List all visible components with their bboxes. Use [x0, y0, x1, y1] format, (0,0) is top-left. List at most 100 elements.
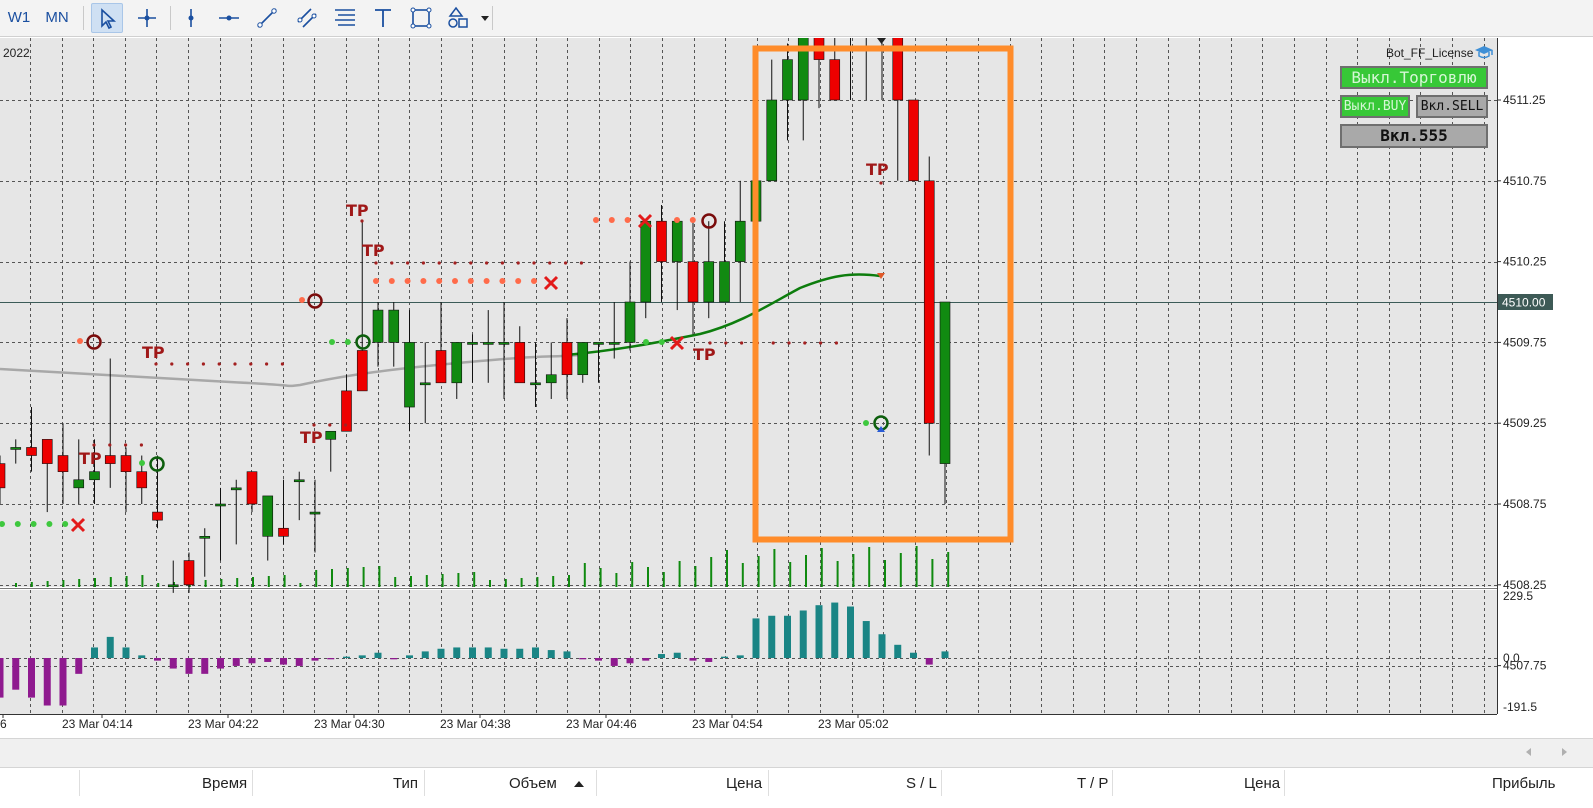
chart-shift-marker-icon: [877, 38, 886, 44]
time-tick-label: 23 Mar 04:22: [188, 717, 259, 731]
bear-candle: [908, 99, 919, 182]
buy-signal-dot: [46, 521, 53, 527]
tp-level-dot: [92, 443, 96, 447]
chevron-left-icon: [1526, 748, 1531, 756]
shapes-tool-button[interactable]: [443, 3, 491, 33]
current-price-tag: [1498, 294, 1553, 310]
bull-candle: [293, 479, 305, 483]
bear-candle: [136, 471, 148, 489]
oscillator-bar-positive: [358, 655, 366, 658]
bull-candle: [782, 59, 793, 101]
bear-candle: [26, 447, 37, 456]
column-header-sl[interactable]: S / L: [906, 775, 937, 792]
horizontal-line-tool-button[interactable]: [213, 3, 245, 33]
bull-candle: [530, 382, 541, 386]
bear-candle: [656, 220, 667, 262]
oscillator-bar-positive: [437, 648, 445, 658]
trade-toggle-button[interactable]: Выкл.Торговлю: [1340, 66, 1488, 89]
crosshair-tool-button[interactable]: [131, 3, 163, 33]
column-header-type[interactable]: Тип: [393, 775, 419, 792]
sell-signal-dot: [467, 278, 474, 284]
column-header-time[interactable]: Время: [202, 775, 248, 792]
oscillator-bar-negative: [43, 658, 51, 706]
tp-level-dot: [201, 362, 205, 366]
cursor-tool-button[interactable]: [91, 3, 123, 33]
sell-signal-dot: [388, 278, 395, 284]
vertical-line-tool-button[interactable]: [175, 3, 207, 33]
tp-level-dot: [819, 341, 823, 345]
bear-candle: [829, 59, 841, 101]
text-tool-button[interactable]: [367, 3, 399, 33]
oscillator-bar-positive: [768, 615, 776, 658]
sell-toggle-button[interactable]: Вкл.SELL: [1416, 95, 1488, 118]
buy-signal-dot: [62, 521, 69, 527]
oscillator-bar-positive: [500, 648, 508, 658]
mode-toggle-button[interactable]: Вкл.555: [1340, 124, 1488, 148]
rectangle-tool-button[interactable]: [405, 3, 437, 33]
tp-label: TP: [362, 241, 385, 260]
price-tick-label: 4511.25: [1503, 93, 1546, 107]
oscillator-bar-positive: [721, 656, 728, 658]
up-arrow-icon: [877, 426, 885, 432]
price-tick-label: 4508.25: [1503, 578, 1547, 592]
bear-candle: [41, 439, 53, 464]
column-header-volume[interactable]: Объем: [509, 775, 557, 792]
column-header-profit[interactable]: Прибыль: [1492, 775, 1556, 792]
timeframe-w1-button[interactable]: W1: [7, 9, 31, 26]
oscillator-bar-negative: [390, 658, 398, 660]
axis-labels: 4512.754512.254511.754511.254510.754510.…: [0, 93, 1547, 731]
time-tick-label: 23 Mar 04:38: [440, 717, 511, 731]
oscillator-bar-positive: [784, 615, 791, 658]
buy-toggle-button[interactable]: Выкл.BUY: [1340, 95, 1410, 118]
bear-candle: [923, 180, 935, 424]
tp-level-dot: [708, 341, 712, 345]
column-header-tp[interactable]: T / P: [1077, 775, 1109, 792]
scroll-arrows[interactable]: [1516, 739, 1576, 767]
stop-loss-cross-icon: [669, 335, 685, 351]
oscillator-bar-negative: [169, 658, 177, 669]
tp-label: TP: [300, 428, 323, 447]
oscillator-bar-negative: [579, 658, 587, 660]
oscillator-bar-negative: [232, 658, 240, 666]
column-header-price[interactable]: Цена: [726, 775, 763, 792]
oscillator-bar-positive: [421, 651, 429, 658]
oscillator-bar-positive: [847, 606, 854, 658]
oscillator-bar-positive: [878, 634, 886, 658]
timeframe-mn-button[interactable]: MN: [45, 9, 69, 26]
tp-level-dot: [771, 341, 775, 345]
graduation-cap-icon: [1475, 46, 1493, 59]
sell-signal-dot: [299, 297, 305, 303]
price-tick-label: 4509.75: [1503, 335, 1547, 349]
column-header-close-price[interactable]: Цена: [1244, 775, 1281, 792]
entry-marker-icon: [86, 334, 102, 350]
fibonacci-tool-button[interactable]: [329, 3, 361, 33]
tp-level-dot: [724, 341, 728, 345]
bull-candle: [372, 309, 384, 343]
tp-level-dot: [485, 261, 489, 265]
trendline-tool-button[interactable]: [251, 3, 283, 33]
bull-candle: [766, 99, 778, 182]
price-tick-label: 4508.75: [1503, 497, 1547, 511]
bull-candle: [262, 495, 274, 537]
tp-level-dot: [787, 341, 791, 345]
shapes-icon: [448, 6, 489, 28]
oscillator-bar-positive: [563, 651, 571, 658]
bear-candle: [687, 261, 699, 303]
bear-candle: [120, 455, 132, 472]
oscillator-bar-positive: [862, 621, 870, 658]
oscillator-bar-positive: [894, 644, 902, 658]
oscillator-bar-negative: [595, 658, 602, 661]
oscillator-bar-positive: [658, 654, 665, 658]
bull-candle: [10, 447, 22, 450]
oscillator-bar-negative: [217, 658, 224, 669]
tp-level-dot: [500, 261, 504, 265]
tp-level-dot: [344, 423, 348, 427]
bull-candle: [215, 503, 226, 507]
channel-tool-button[interactable]: [291, 3, 323, 33]
tp-level-dot: [217, 362, 221, 366]
tp-level-dot: [803, 341, 807, 345]
tp-level-dot: [469, 261, 473, 265]
bull-candle: [719, 261, 730, 303]
